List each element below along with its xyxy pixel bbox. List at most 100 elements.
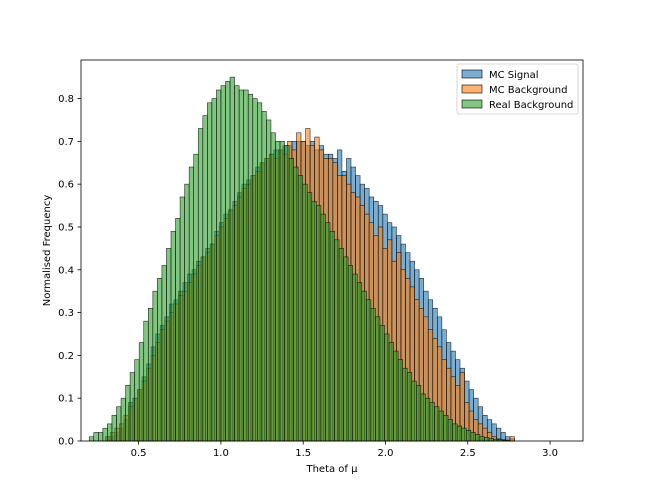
bar-real-background <box>175 218 181 442</box>
bar-real-background <box>207 102 213 442</box>
bar-real-background <box>293 166 299 442</box>
y-tick-label: 0.2 <box>58 351 74 362</box>
legend-label-mc-background: MC Background <box>489 85 567 96</box>
y-tick-label: 0.3 <box>58 308 74 319</box>
bar-real-background <box>220 85 226 442</box>
x-tick-label: 3.0 <box>542 448 558 459</box>
bar-real-background <box>102 427 108 442</box>
legend-swatch-real-background <box>461 99 483 109</box>
bar-real-background <box>325 222 331 442</box>
bar-real-background <box>116 406 122 442</box>
bar-real-background <box>402 367 408 442</box>
legend-swatch-mc-background <box>461 84 483 94</box>
legend: MC Signal MC Background Real Background <box>456 63 579 115</box>
legend-label-real-background: Real Background <box>489 100 573 111</box>
bar-real-background <box>288 158 294 442</box>
bar-real-background <box>125 385 131 442</box>
bar-real-background <box>352 273 358 442</box>
legend-swatch-mc-signal <box>461 69 483 79</box>
bar-real-background <box>238 89 244 442</box>
x-tick-label: 1.5 <box>295 448 311 459</box>
bar-real-background <box>143 320 149 442</box>
bar-real-background <box>425 397 431 442</box>
bar-real-background <box>338 248 344 442</box>
bar-real-background <box>470 432 476 442</box>
bar-real-background <box>479 436 485 442</box>
bar-real-background <box>347 265 354 442</box>
bar-mc-background <box>509 436 515 442</box>
bar-real-background <box>243 89 249 442</box>
bar-real-background <box>311 200 317 442</box>
bar-real-background <box>229 76 235 442</box>
bar-real-background <box>234 85 240 442</box>
bar-real-background <box>170 230 176 442</box>
bar-real-background <box>375 316 381 442</box>
bar-real-background <box>93 432 99 442</box>
bar-real-background <box>107 423 113 442</box>
plot-frame <box>80 59 584 442</box>
bar-real-background <box>184 183 190 442</box>
y-tick-label: 0.8 <box>58 94 74 105</box>
bar-real-background <box>88 436 95 442</box>
bar-real-background <box>388 342 394 442</box>
bar-real-background <box>361 290 367 442</box>
legend-label-mc-signal: MC Signal <box>489 70 539 81</box>
y-tick-label: 0.1 <box>58 394 74 405</box>
bar-real-background <box>379 325 385 442</box>
bar-real-background <box>434 406 440 442</box>
bar-real-background <box>447 419 453 442</box>
bar-real-background <box>438 410 444 442</box>
bar-real-background <box>393 350 399 442</box>
bar-real-background <box>461 427 467 442</box>
bar-real-background <box>297 175 304 442</box>
bar-real-background <box>179 196 185 442</box>
x-tick-label: 2.0 <box>378 448 394 459</box>
bar-real-background <box>216 89 222 442</box>
bar-real-background <box>225 81 231 442</box>
bar-real-background <box>247 93 254 442</box>
bar-real-background <box>157 278 163 442</box>
bar-real-background <box>188 166 195 442</box>
x-tick-label: 0.5 <box>131 448 147 459</box>
bar-real-background <box>302 183 308 442</box>
bar-real-background <box>484 437 490 442</box>
y-tick-label: 0.0 <box>58 437 74 448</box>
y-tick-label: 0.5 <box>58 222 74 233</box>
bar-real-background <box>275 141 281 442</box>
bar-real-background <box>147 307 154 442</box>
bar-real-background <box>202 115 208 442</box>
bar-real-background <box>475 434 481 442</box>
bar-real-background <box>261 111 267 442</box>
y-axis-label: Normalised Frequency <box>42 195 53 307</box>
bar-real-background <box>152 290 158 442</box>
bar-real-background <box>370 307 376 442</box>
y-tick-label: 0.7 <box>58 137 74 148</box>
bar-real-background <box>138 342 145 442</box>
bar-real-background <box>129 372 135 442</box>
bar-real-background <box>257 102 263 442</box>
bar-real-background <box>252 98 258 442</box>
bar-real-background <box>406 372 413 442</box>
y-tick-label: 0.6 <box>58 180 74 191</box>
bar-real-background <box>284 145 290 442</box>
bar-real-background <box>443 415 449 442</box>
bar-real-background <box>306 192 313 442</box>
bar-real-background <box>134 359 140 442</box>
bar-real-background <box>452 423 458 442</box>
bar-real-background <box>411 380 417 442</box>
bar-real-background <box>334 239 340 442</box>
bar-real-background <box>270 132 276 442</box>
bar-real-background <box>343 256 349 442</box>
bar-real-background <box>279 141 285 442</box>
bar-real-background <box>356 282 363 442</box>
bar-real-background <box>316 205 322 442</box>
bar-real-background <box>415 385 422 442</box>
bar-real-background <box>120 397 126 442</box>
bar-real-background <box>329 230 335 442</box>
bar-real-background <box>320 213 326 442</box>
legend-box <box>456 63 579 115</box>
x-tick-label: 1.0 <box>213 448 229 459</box>
bar-real-background <box>366 299 372 442</box>
bar-real-background <box>111 415 117 442</box>
